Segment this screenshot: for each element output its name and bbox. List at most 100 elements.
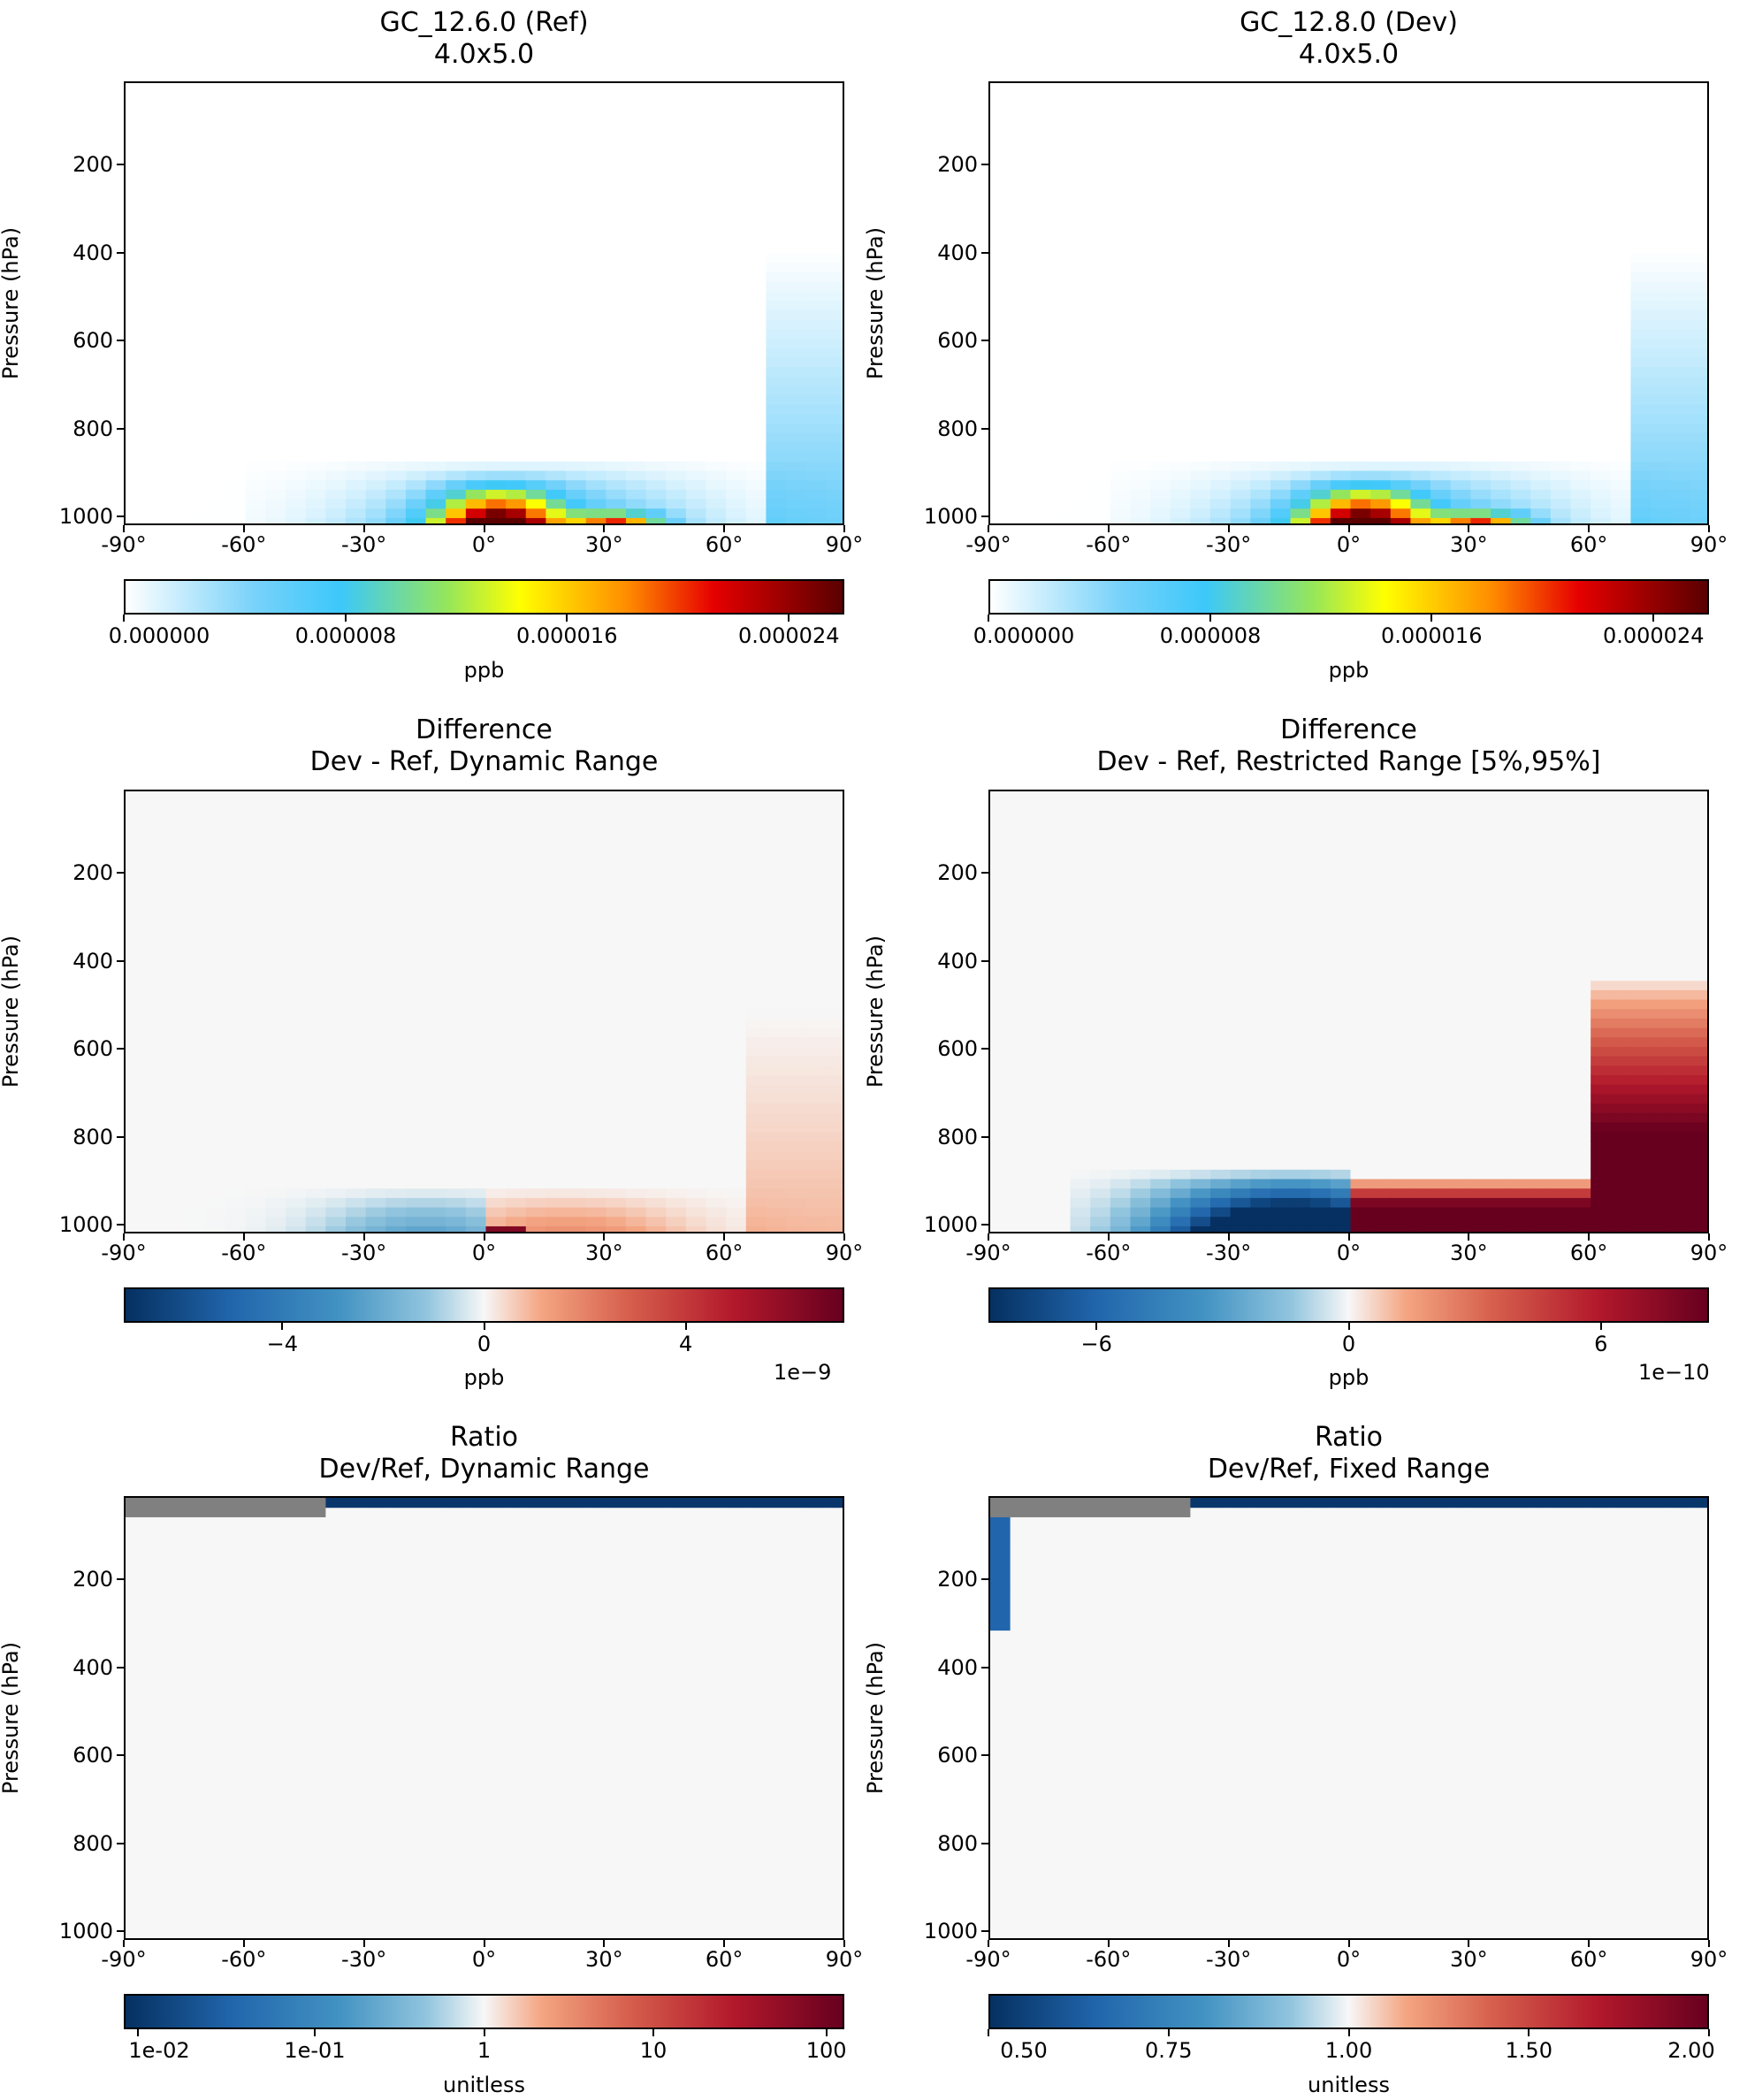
heatmap-cell [485,413,507,424]
heatmap-cell [425,961,446,972]
heatmap-cell [1510,489,1531,500]
heatmap-cell [1550,423,1572,433]
heatmap-cell [606,158,627,169]
heatmap-cell [525,820,547,830]
heatmap-cell [766,262,787,273]
heatmap-cell [525,149,547,160]
heatmap-cell [405,980,427,990]
heatmap-cell [1430,385,1452,396]
heatmap-cell [525,168,547,179]
heatmap-cell [545,1197,567,1208]
heatmap-cell [1390,281,1412,292]
heatmap-cell [1530,394,1552,405]
heatmap-cell [385,980,407,990]
heatmap-cell [205,1121,226,1133]
y-tick-mark [117,515,124,518]
heatmap-cell [165,300,187,310]
heatmap-cell [265,168,286,179]
heatmap-cell [385,290,407,302]
heatmap-cell [606,829,627,840]
heatmap-cell [1190,328,1211,339]
heatmap-cell [706,508,727,518]
heatmap-cell [566,1074,587,1085]
heatmap-cell [1350,271,1371,282]
heatmap-cell [365,970,386,981]
heatmap-cell [325,205,347,217]
heatmap-cell [706,319,727,330]
heatmap-cell [1030,262,1051,273]
heatmap-cell [1690,102,1707,112]
heatmap-cell [1230,187,1251,197]
heatmap-cell [726,810,747,821]
heatmap-cell [1570,177,1591,188]
heatmap-cell [1070,168,1091,179]
heatmap-cell [1170,149,1191,160]
heatmap-cell [1130,253,1151,263]
heatmap-cell [1630,489,1652,500]
heatmap-cell [1250,404,1271,415]
heatmap-cell [766,1226,787,1232]
heatmap-cell [465,168,487,179]
heatmap-cell [385,489,407,500]
heatmap-cell [305,300,326,310]
x-tick-mark [1227,525,1230,532]
heatmap-cell [245,933,267,943]
heatmap-cell [685,196,707,207]
heatmap-cell [1510,149,1531,160]
heatmap-cell [625,140,647,150]
heatmap-cell [706,102,727,112]
heatmap-cell [1410,498,1431,509]
heatmap-cell [1130,376,1151,386]
heatmap-cell [1450,319,1471,330]
heatmap-cell [1049,120,1072,132]
colorbar-tick-mark [345,615,347,622]
heatmap-cell [325,319,347,330]
heatmap-cell [1290,517,1311,523]
heatmap-cell [685,1197,707,1208]
y-tick-label: 1000 [923,504,978,530]
heatmap-cell [1230,233,1251,245]
heatmap-cell [325,933,347,943]
heatmap-cell [425,432,446,443]
heatmap-cell [645,1178,667,1189]
heatmap-cell [645,309,667,320]
heatmap-cell [1270,517,1292,523]
heatmap-cell [826,328,843,339]
heatmap-cell [126,130,147,141]
heatmap-cell [1530,404,1552,415]
heatmap-cell [305,92,326,103]
heatmap-cell [126,233,147,245]
heatmap-cell [585,140,606,150]
heatmap-cell [126,140,147,150]
heatmap-cell [305,998,326,1010]
heatmap-cell [286,1178,307,1189]
heatmap-cell [666,1056,687,1066]
heatmap-cell [1651,168,1672,179]
heatmap-cell [305,1178,326,1189]
heatmap-cell [205,177,226,188]
heatmap-cell [1470,177,1491,188]
heatmap-cell [990,130,1011,141]
heatmap-cell [1510,225,1531,235]
heatmap-cell [645,885,667,897]
heatmap-cell [425,92,446,103]
x-tick-label: -30° [1206,532,1252,557]
heatmap-cell [1610,319,1632,330]
heatmap-cell [365,1008,386,1019]
heatmap-cell [1651,253,1672,263]
heatmap-cell [1630,205,1652,217]
heatmap-cell [726,517,747,523]
heatmap-cell [1350,347,1371,358]
heatmap-cell [1310,517,1331,523]
heatmap-cell [666,810,687,821]
heatmap-cell [1550,158,1572,169]
heatmap-cell [245,281,267,292]
heatmap-cell [585,848,606,859]
heatmap-cell [265,800,286,811]
heatmap-cell [485,215,507,225]
heatmap-cell [766,1121,787,1133]
heatmap-cell [286,970,307,981]
heatmap-cell [405,111,427,122]
heatmap-cell [1390,83,1412,94]
heatmap-cell [145,885,166,897]
